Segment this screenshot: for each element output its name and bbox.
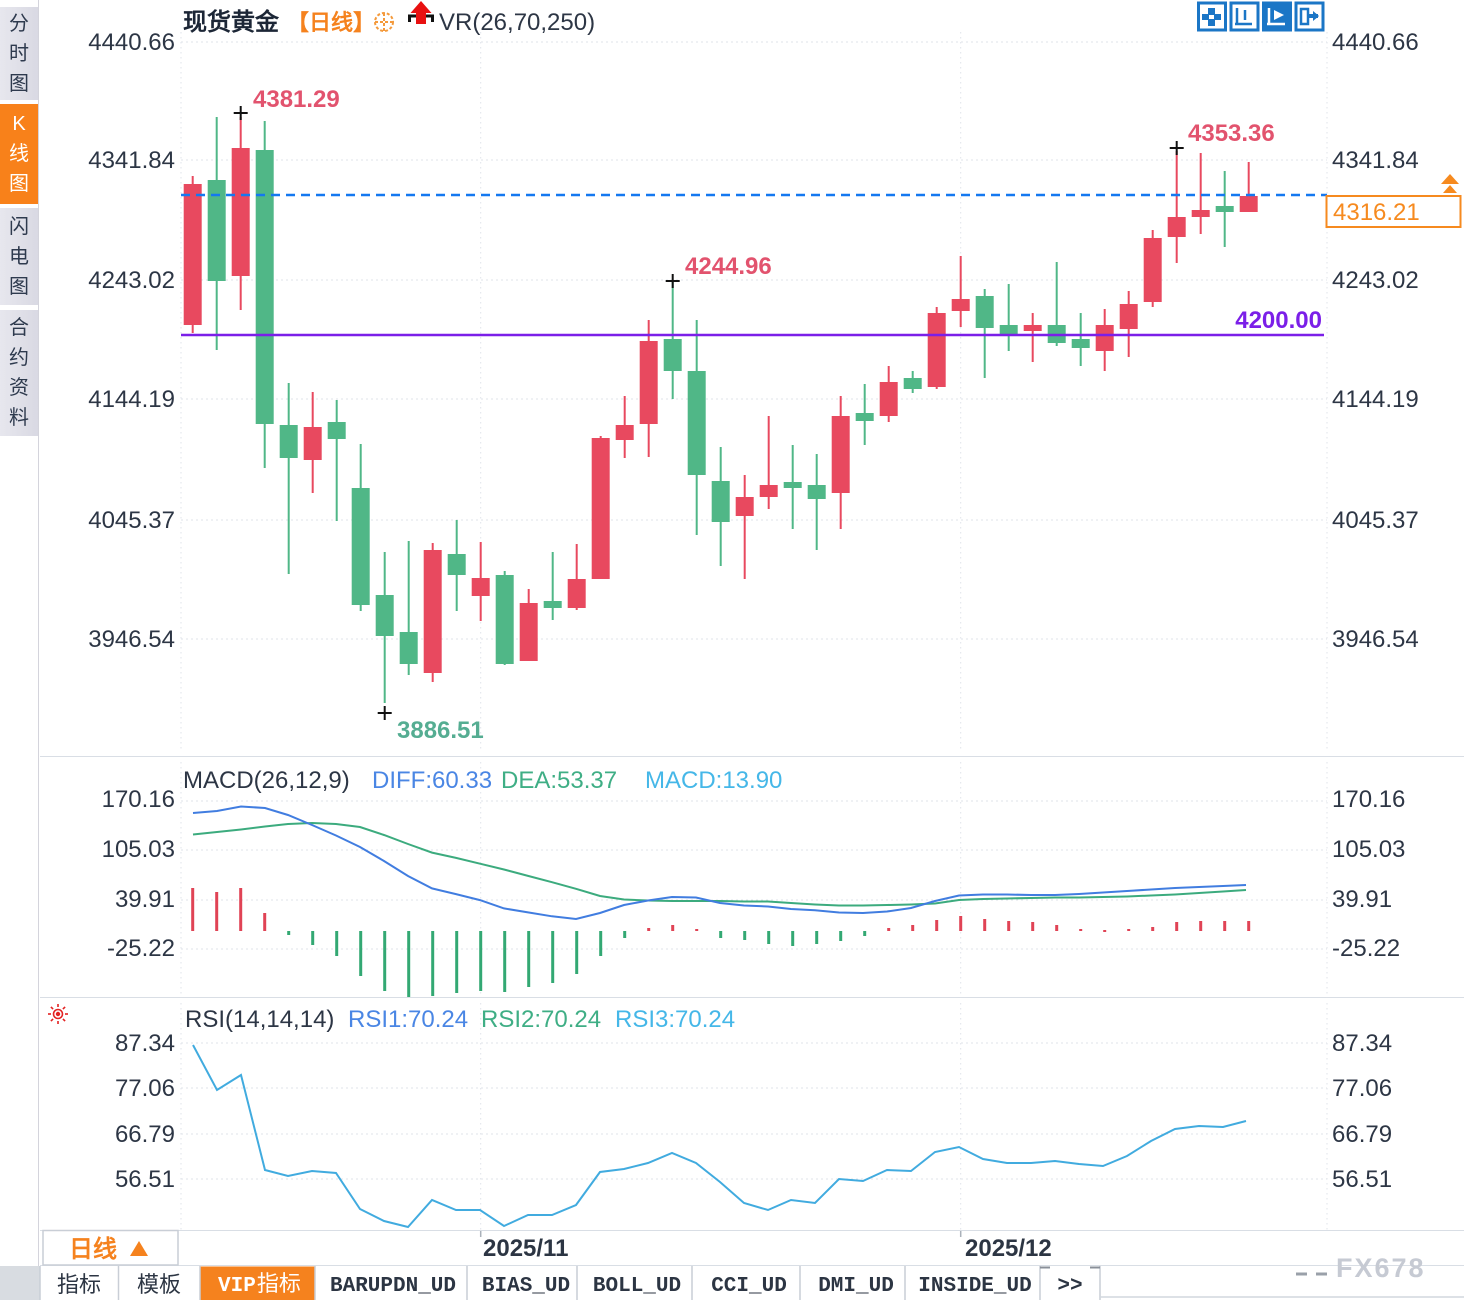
svg-text:4244.96: 4244.96: [685, 253, 772, 280]
svg-text:CCI_UD: CCI_UD: [711, 1275, 787, 1298]
svg-text:4316.21: 4316.21: [1333, 199, 1420, 226]
svg-text:4341.84: 4341.84: [88, 147, 175, 174]
svg-text:105.03: 105.03: [1332, 836, 1405, 863]
svg-text:DEA:53.37: DEA:53.37: [501, 767, 617, 794]
svg-text:4243.02: 4243.02: [1332, 267, 1419, 294]
svg-text:3946.54: 3946.54: [88, 626, 175, 653]
svg-text:4045.37: 4045.37: [88, 507, 175, 534]
svg-text:4144.19: 4144.19: [88, 386, 175, 413]
svg-text:170.16: 170.16: [102, 786, 175, 813]
svg-text:MACD(26,12,9): MACD(26,12,9): [183, 767, 350, 794]
svg-text:RSI1:70.24: RSI1:70.24: [348, 1006, 468, 1033]
svg-text:现货黄金: 现货黄金: [183, 8, 280, 36]
svg-text:4341.84: 4341.84: [1332, 147, 1419, 174]
svg-text:RSI2:70.24: RSI2:70.24: [481, 1006, 601, 1033]
svg-text:4144.19: 4144.19: [1332, 386, 1419, 413]
svg-text:DIFF:60.33: DIFF:60.33: [372, 767, 492, 794]
svg-text:【日线】: 【日线】: [287, 10, 375, 35]
svg-text:BIAS_UD: BIAS_UD: [482, 1275, 570, 1298]
svg-text:日线: 日线: [69, 1236, 117, 1263]
svg-text:DMI_UD: DMI_UD: [818, 1275, 894, 1298]
svg-text:66.79: 66.79: [1332, 1121, 1392, 1148]
svg-text:56.51: 56.51: [1332, 1166, 1392, 1193]
svg-text:4045.37: 4045.37: [1332, 507, 1419, 534]
svg-text:>>: >>: [1057, 1275, 1082, 1298]
svg-text:87.34: 87.34: [115, 1030, 175, 1057]
svg-text:BOLL_UD: BOLL_UD: [593, 1275, 681, 1298]
svg-text:170.16: 170.16: [1332, 786, 1405, 813]
svg-text:MACD:13.90: MACD:13.90: [645, 767, 782, 794]
svg-text:4200.00: 4200.00: [1235, 307, 1322, 334]
svg-text:77.06: 77.06: [1332, 1075, 1392, 1102]
svg-text:-25.22: -25.22: [107, 935, 175, 962]
svg-text:VIP指标: VIP指标: [218, 1271, 301, 1298]
svg-text:4353.36: 4353.36: [1188, 120, 1275, 147]
svg-text:87.34: 87.34: [1332, 1030, 1392, 1057]
svg-text:RSI3:70.24: RSI3:70.24: [615, 1006, 735, 1033]
svg-text:-25.22: -25.22: [1332, 935, 1400, 962]
svg-text:66.79: 66.79: [115, 1121, 175, 1148]
svg-text:39.91: 39.91: [1332, 886, 1392, 913]
svg-text:VR(26,70,250): VR(26,70,250): [439, 9, 595, 36]
svg-text:4243.02: 4243.02: [88, 267, 175, 294]
svg-text:指标: 指标: [57, 1272, 101, 1297]
svg-text:3946.54: 3946.54: [1332, 626, 1419, 653]
svg-text:2025/11: 2025/11: [483, 1235, 568, 1262]
svg-text:4440.66: 4440.66: [88, 29, 175, 56]
svg-text:3886.51: 3886.51: [397, 717, 484, 744]
svg-text:39.91: 39.91: [115, 886, 175, 913]
svg-text:4440.66: 4440.66: [1332, 29, 1419, 56]
svg-text:4381.29: 4381.29: [253, 86, 340, 113]
svg-text:56.51: 56.51: [115, 1166, 175, 1193]
svg-text:FX678: FX678: [1336, 1253, 1426, 1283]
svg-text:RSI(14,14,14): RSI(14,14,14): [185, 1006, 334, 1033]
svg-text:77.06: 77.06: [115, 1075, 175, 1102]
svg-text:105.03: 105.03: [102, 836, 175, 863]
svg-text:2025/12: 2025/12: [965, 1235, 1052, 1262]
svg-text:模板: 模板: [137, 1272, 181, 1297]
svg-text:INSIDE_UD: INSIDE_UD: [918, 1275, 1031, 1298]
svg-text:BARUPDN_UD: BARUPDN_UD: [330, 1275, 456, 1298]
